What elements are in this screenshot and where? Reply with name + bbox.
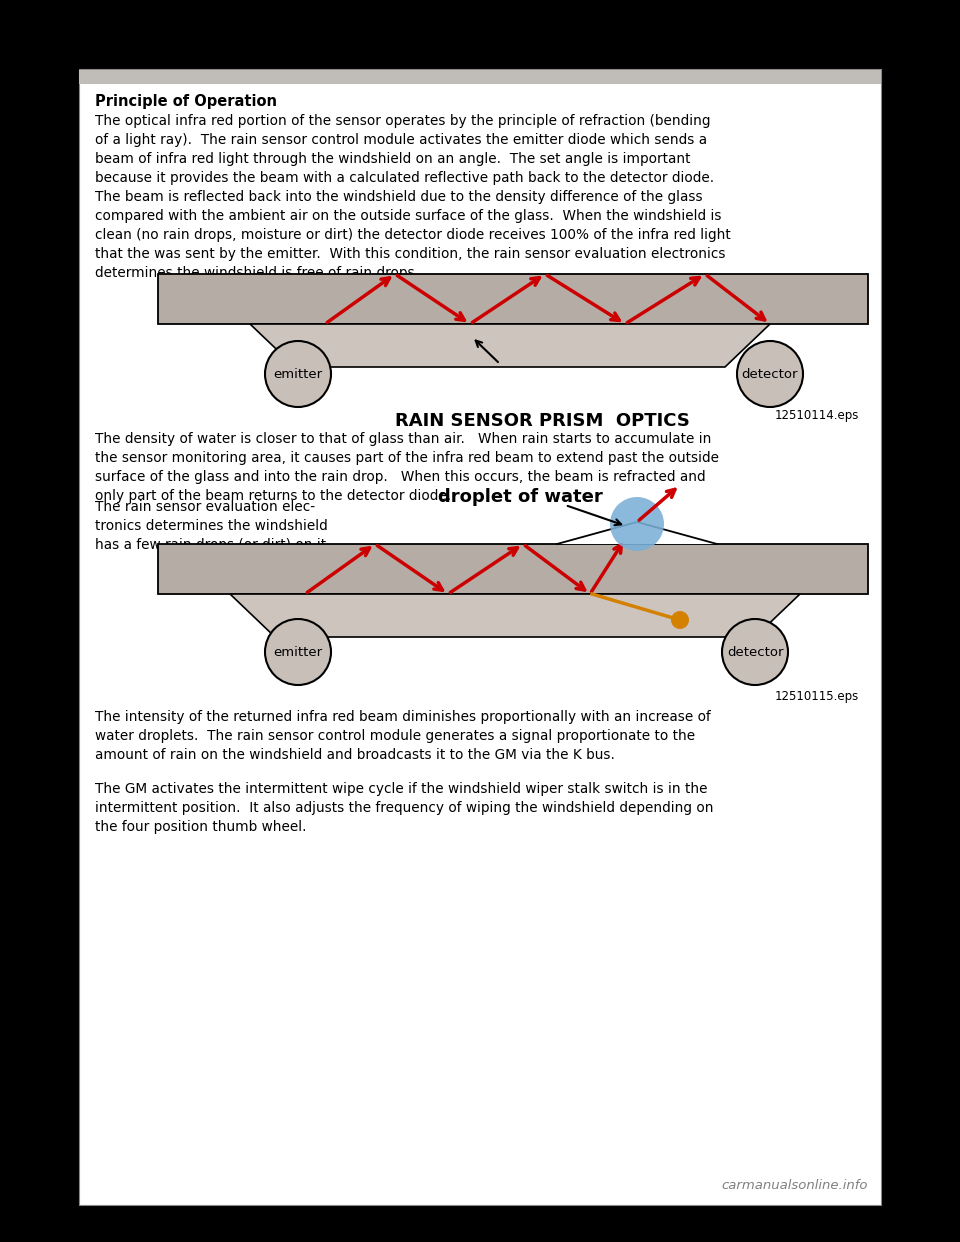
Text: beam of infra red light through the windshield on an angle.  The set angle is im: beam of infra red light through the wind… bbox=[95, 152, 690, 166]
FancyBboxPatch shape bbox=[79, 70, 881, 84]
Text: surface of the glass and into the rain drop.   When this occurs, the beam is ref: surface of the glass and into the rain d… bbox=[95, 469, 706, 484]
FancyBboxPatch shape bbox=[158, 544, 868, 594]
Circle shape bbox=[737, 342, 803, 407]
Circle shape bbox=[265, 342, 331, 407]
Text: the sensor monitoring area, it causes part of the infra red beam to extend past : the sensor monitoring area, it causes pa… bbox=[95, 451, 719, 465]
Text: Principle of Operation: Principle of Operation bbox=[95, 94, 277, 109]
Text: the four position thumb wheel.: the four position thumb wheel. bbox=[95, 820, 306, 833]
Text: 12510115.eps: 12510115.eps bbox=[775, 691, 859, 703]
Circle shape bbox=[722, 619, 788, 686]
Text: RAIN SENSOR PRISM  OPTICS: RAIN SENSOR PRISM OPTICS bbox=[395, 412, 690, 430]
Circle shape bbox=[265, 619, 331, 686]
Text: water droplets.  The rain sensor control module generates a signal proportionate: water droplets. The rain sensor control … bbox=[95, 729, 695, 743]
Text: determines the windshield is free of rain drops.: determines the windshield is free of rai… bbox=[95, 266, 419, 279]
Text: tronics determines the windshield: tronics determines the windshield bbox=[95, 519, 327, 533]
Text: droplet of water: droplet of water bbox=[438, 488, 603, 505]
Text: detector: detector bbox=[727, 646, 783, 658]
Text: The GM activates the intermittent wipe cycle if the windshield wiper stalk switc: The GM activates the intermittent wipe c… bbox=[95, 782, 708, 796]
Text: clean (no rain drops, moisture or dirt) the detector diode receives 100% of the : clean (no rain drops, moisture or dirt) … bbox=[95, 229, 731, 242]
Polygon shape bbox=[230, 594, 800, 637]
Text: emitter: emitter bbox=[274, 646, 323, 658]
FancyBboxPatch shape bbox=[79, 70, 881, 1205]
Text: emitter: emitter bbox=[274, 368, 323, 380]
Polygon shape bbox=[250, 324, 770, 366]
Text: only part of the beam returns to the detector diode.: only part of the beam returns to the det… bbox=[95, 489, 451, 503]
Circle shape bbox=[671, 611, 689, 628]
Text: The intensity of the returned infra red beam diminishes proportionally with an i: The intensity of the returned infra red … bbox=[95, 710, 710, 724]
Text: 12510114.eps: 12510114.eps bbox=[775, 409, 859, 422]
Text: has a few rain drops (or dirt) on it.: has a few rain drops (or dirt) on it. bbox=[95, 538, 330, 551]
Text: that the was sent by the emitter.  With this condition, the rain sensor evaluati: that the was sent by the emitter. With t… bbox=[95, 247, 726, 261]
Text: detector: detector bbox=[742, 368, 799, 380]
Text: intermittent position.  It also adjusts the frequency of wiping the windshield d: intermittent position. It also adjusts t… bbox=[95, 801, 713, 815]
Text: amount of rain on the windshield and broadcasts it to the GM via the K bus.: amount of rain on the windshield and bro… bbox=[95, 748, 614, 763]
Text: The beam is reflected back into the windshield due to the density difference of : The beam is reflected back into the wind… bbox=[95, 190, 703, 204]
FancyBboxPatch shape bbox=[158, 274, 868, 324]
Text: glass windshield: glass windshield bbox=[170, 561, 320, 576]
Polygon shape bbox=[557, 522, 717, 544]
Circle shape bbox=[610, 497, 664, 551]
Text: The rain sensor evaluation elec-: The rain sensor evaluation elec- bbox=[95, 501, 315, 514]
Text: because it provides the beam with a calculated reflective path back to the detec: because it provides the beam with a calc… bbox=[95, 171, 714, 185]
Text: glass windshield: glass windshield bbox=[170, 292, 320, 307]
Text: The optical infra red portion of the sensor operates by the principle of refract: The optical infra red portion of the sen… bbox=[95, 114, 710, 128]
Text: of a light ray).  The rain sensor control module activates the emitter diode whi: of a light ray). The rain sensor control… bbox=[95, 133, 708, 147]
Text: compared with the ambient air on the outside surface of the glass.  When the win: compared with the ambient air on the out… bbox=[95, 209, 722, 224]
Text: The density of water is closer to that of glass than air.   When rain starts to : The density of water is closer to that o… bbox=[95, 432, 711, 446]
Text: carmanualsonline.info: carmanualsonline.info bbox=[722, 1179, 868, 1192]
